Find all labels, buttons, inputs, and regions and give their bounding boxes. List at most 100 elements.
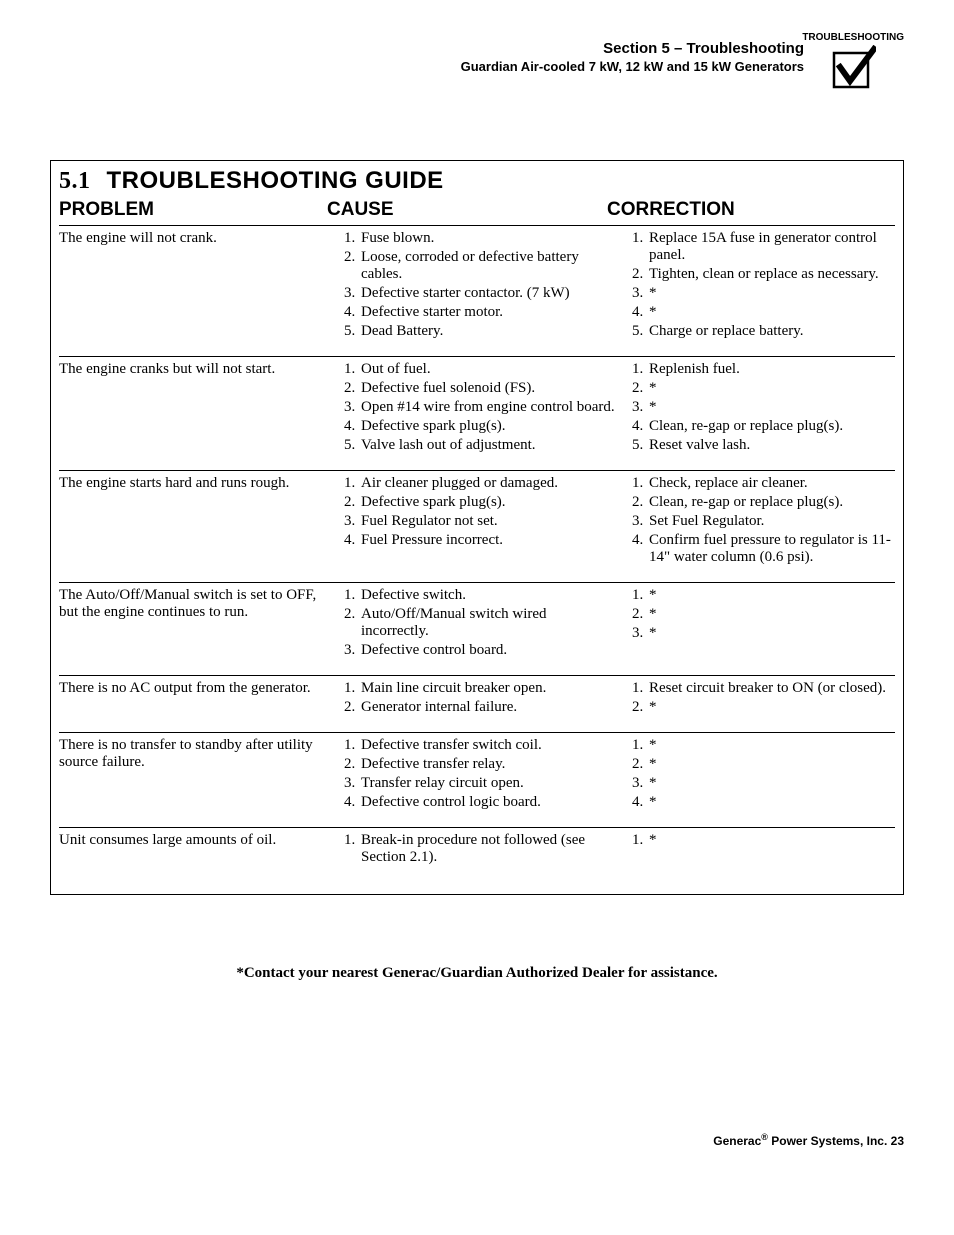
list-item: Replenish fuel. (647, 361, 895, 378)
list-item: Air cleaner plugged or damaged. (359, 475, 615, 492)
table-row: Unit consumes large amounts of oil. Break… (59, 827, 895, 882)
list-item: * (647, 737, 895, 754)
list-item: * (647, 775, 895, 792)
icon-label: TROUBLESHOOTING (802, 32, 904, 43)
list-item: * (647, 794, 895, 811)
cause-cell: Break-in procedure not followed (see Sec… (335, 832, 623, 868)
column-headers: PROBLEM CAUSE CORRECTION (59, 199, 895, 221)
problem-cell: The engine starts hard and runs rough. (59, 475, 335, 568)
list-item: Defective fuel solenoid (FS). (359, 380, 615, 397)
list-item: * (647, 625, 895, 642)
cause-cell: Main line circuit breaker open. Generator… (335, 680, 623, 718)
list-item: Set Fuel Regulator. (647, 513, 895, 530)
col-header-cause: CAUSE (327, 199, 607, 221)
correction-list: Replace 15A fuse in generator control pa… (623, 230, 895, 340)
list-item: Defective transfer relay. (359, 756, 615, 773)
list-item: Defective control logic board. (359, 794, 615, 811)
correction-cell: Check, replace air cleaner. Clean, re-gap… (623, 475, 895, 568)
list-item: Defective starter contactor. (7 kW) (359, 285, 615, 302)
correction-cell: Reset circuit breaker to ON (or closed).… (623, 680, 895, 718)
list-item: Generator internal failure. (359, 699, 615, 716)
list-item: * (647, 606, 895, 623)
cause-list: Main line circuit breaker open. Generator… (335, 680, 615, 716)
list-item: * (647, 587, 895, 604)
correction-list: Reset circuit breaker to ON (or closed).… (623, 680, 895, 716)
cause-list: Defective switch. Auto/Off/Manual switch … (335, 587, 615, 659)
section-subtitle: Guardian Air-cooled 7 kW, 12 kW and 15 k… (461, 59, 804, 74)
list-item: Main line circuit breaker open. (359, 680, 615, 697)
troubleshooting-guide-box: 5.1 TROUBLESHOOTING GUIDE PROBLEM CAUSE C… (50, 160, 904, 895)
table-row: The Auto/Off/Manual switch is set to OFF… (59, 582, 895, 675)
list-item: Reset valve lash. (647, 437, 895, 454)
problem-cell: There is no transfer to standby after ut… (59, 737, 335, 813)
list-item: Confirm fuel pressure to regulator is 11… (647, 532, 895, 566)
list-item: Fuel Regulator not set. (359, 513, 615, 530)
correction-list: **** (623, 737, 895, 811)
correction-cell: * * * (623, 587, 895, 661)
page-footer: Generac® Power Systems, Inc. 23 (50, 1132, 904, 1148)
list-item: * (647, 832, 895, 849)
footer-page: 23 (891, 1134, 904, 1148)
correction-cell: * (623, 832, 895, 868)
cause-cell: Out of fuel. Defective fuel solenoid (FS)… (335, 361, 623, 456)
cause-cell: Defective transfer switch coil.Defective… (335, 737, 623, 813)
list-item: * (647, 304, 895, 321)
list-item: Defective starter motor. (359, 304, 615, 321)
guide-title: 5.1 TROUBLESHOOTING GUIDE (59, 167, 895, 195)
cause-cell: Fuse blown. Loose, corroded or defective … (335, 230, 623, 342)
checkmark-icon (830, 45, 876, 89)
list-item: Defective spark plug(s). (359, 418, 615, 435)
table-row: There is no AC output from the generator… (59, 675, 895, 732)
list-item: Open #14 wire from engine control board. (359, 399, 615, 416)
problem-cell: The engine cranks but will not start. (59, 361, 335, 456)
correction-list: * (623, 832, 895, 849)
problem-cell: The Auto/Off/Manual switch is set to OFF… (59, 587, 335, 661)
footer-brand: Generac (713, 1134, 761, 1148)
list-item: Defective switch. (359, 587, 615, 604)
table-row: There is no transfer to standby after ut… (59, 732, 895, 827)
cause-list: Defective transfer switch coil.Defective… (335, 737, 615, 811)
registered-mark: ® (761, 1132, 768, 1142)
list-item: Fuel Pressure incorrect. (359, 532, 615, 549)
correction-list: * * * (623, 587, 895, 642)
list-item: * (647, 399, 895, 416)
correction-cell: Replace 15A fuse in generator control pa… (623, 230, 895, 342)
list-item: Defective control board. (359, 642, 615, 659)
guide-title-number: 5.1 (59, 168, 91, 194)
list-item: Replace 15A fuse in generator control pa… (647, 230, 895, 264)
footer-company: Power Systems, Inc. (768, 1134, 891, 1148)
list-item: * (647, 380, 895, 397)
guide-title-text: TROUBLESHOOTING GUIDE (107, 167, 444, 194)
list-item: Loose, corroded or defective battery cab… (359, 249, 615, 283)
list-item: Break-in procedure not followed (see Sec… (359, 832, 615, 866)
problem-cell: There is no AC output from the generator… (59, 680, 335, 718)
cause-list: Fuse blown. Loose, corroded or defective … (335, 230, 615, 340)
correction-cell: **** (623, 737, 895, 813)
cause-list: Air cleaner plugged or damaged.Defective… (335, 475, 615, 549)
list-item: Tighten, clean or replace as necessary. (647, 266, 895, 283)
correction-list: Replenish fuel.**Clean, re-gap or replac… (623, 361, 895, 454)
list-item: * (647, 699, 895, 716)
problem-cell: Unit consumes large amounts of oil. (59, 832, 335, 868)
list-item: Dead Battery. (359, 323, 615, 340)
list-item: Charge or replace battery. (647, 323, 895, 340)
list-item: Clean, re-gap or replace plug(s). (647, 494, 895, 511)
troubleshooting-icon-block: TROUBLESHOOTING (802, 32, 904, 94)
section-title: Section 5 – Troubleshooting (461, 40, 804, 57)
problem-cell: The engine will not crank. (59, 230, 335, 342)
list-item: Auto/Off/Manual switch wired incorrectly… (359, 606, 615, 640)
list-item: Reset circuit breaker to ON (or closed). (647, 680, 895, 697)
list-item: Out of fuel. (359, 361, 615, 378)
list-item: Transfer relay circuit open. (359, 775, 615, 792)
list-item: Check, replace air cleaner. (647, 475, 895, 492)
footnote: *Contact your nearest Generac/Guardian A… (50, 965, 904, 982)
table-row: The engine starts hard and runs rough.Ai… (59, 470, 895, 582)
correction-list: Check, replace air cleaner. Clean, re-gap… (623, 475, 895, 566)
header-text-block: Section 5 – Troubleshooting Guardian Air… (461, 40, 804, 74)
list-item: Fuse blown. (359, 230, 615, 247)
cause-cell: Defective switch. Auto/Off/Manual switch … (335, 587, 623, 661)
table-row: The engine will not crank. Fuse blown. Loo… (59, 225, 895, 356)
rows-container: The engine will not crank. Fuse blown. Loo… (59, 225, 895, 882)
cause-list: Out of fuel. Defective fuel solenoid (FS)… (335, 361, 615, 454)
col-header-problem: PROBLEM (59, 199, 327, 221)
